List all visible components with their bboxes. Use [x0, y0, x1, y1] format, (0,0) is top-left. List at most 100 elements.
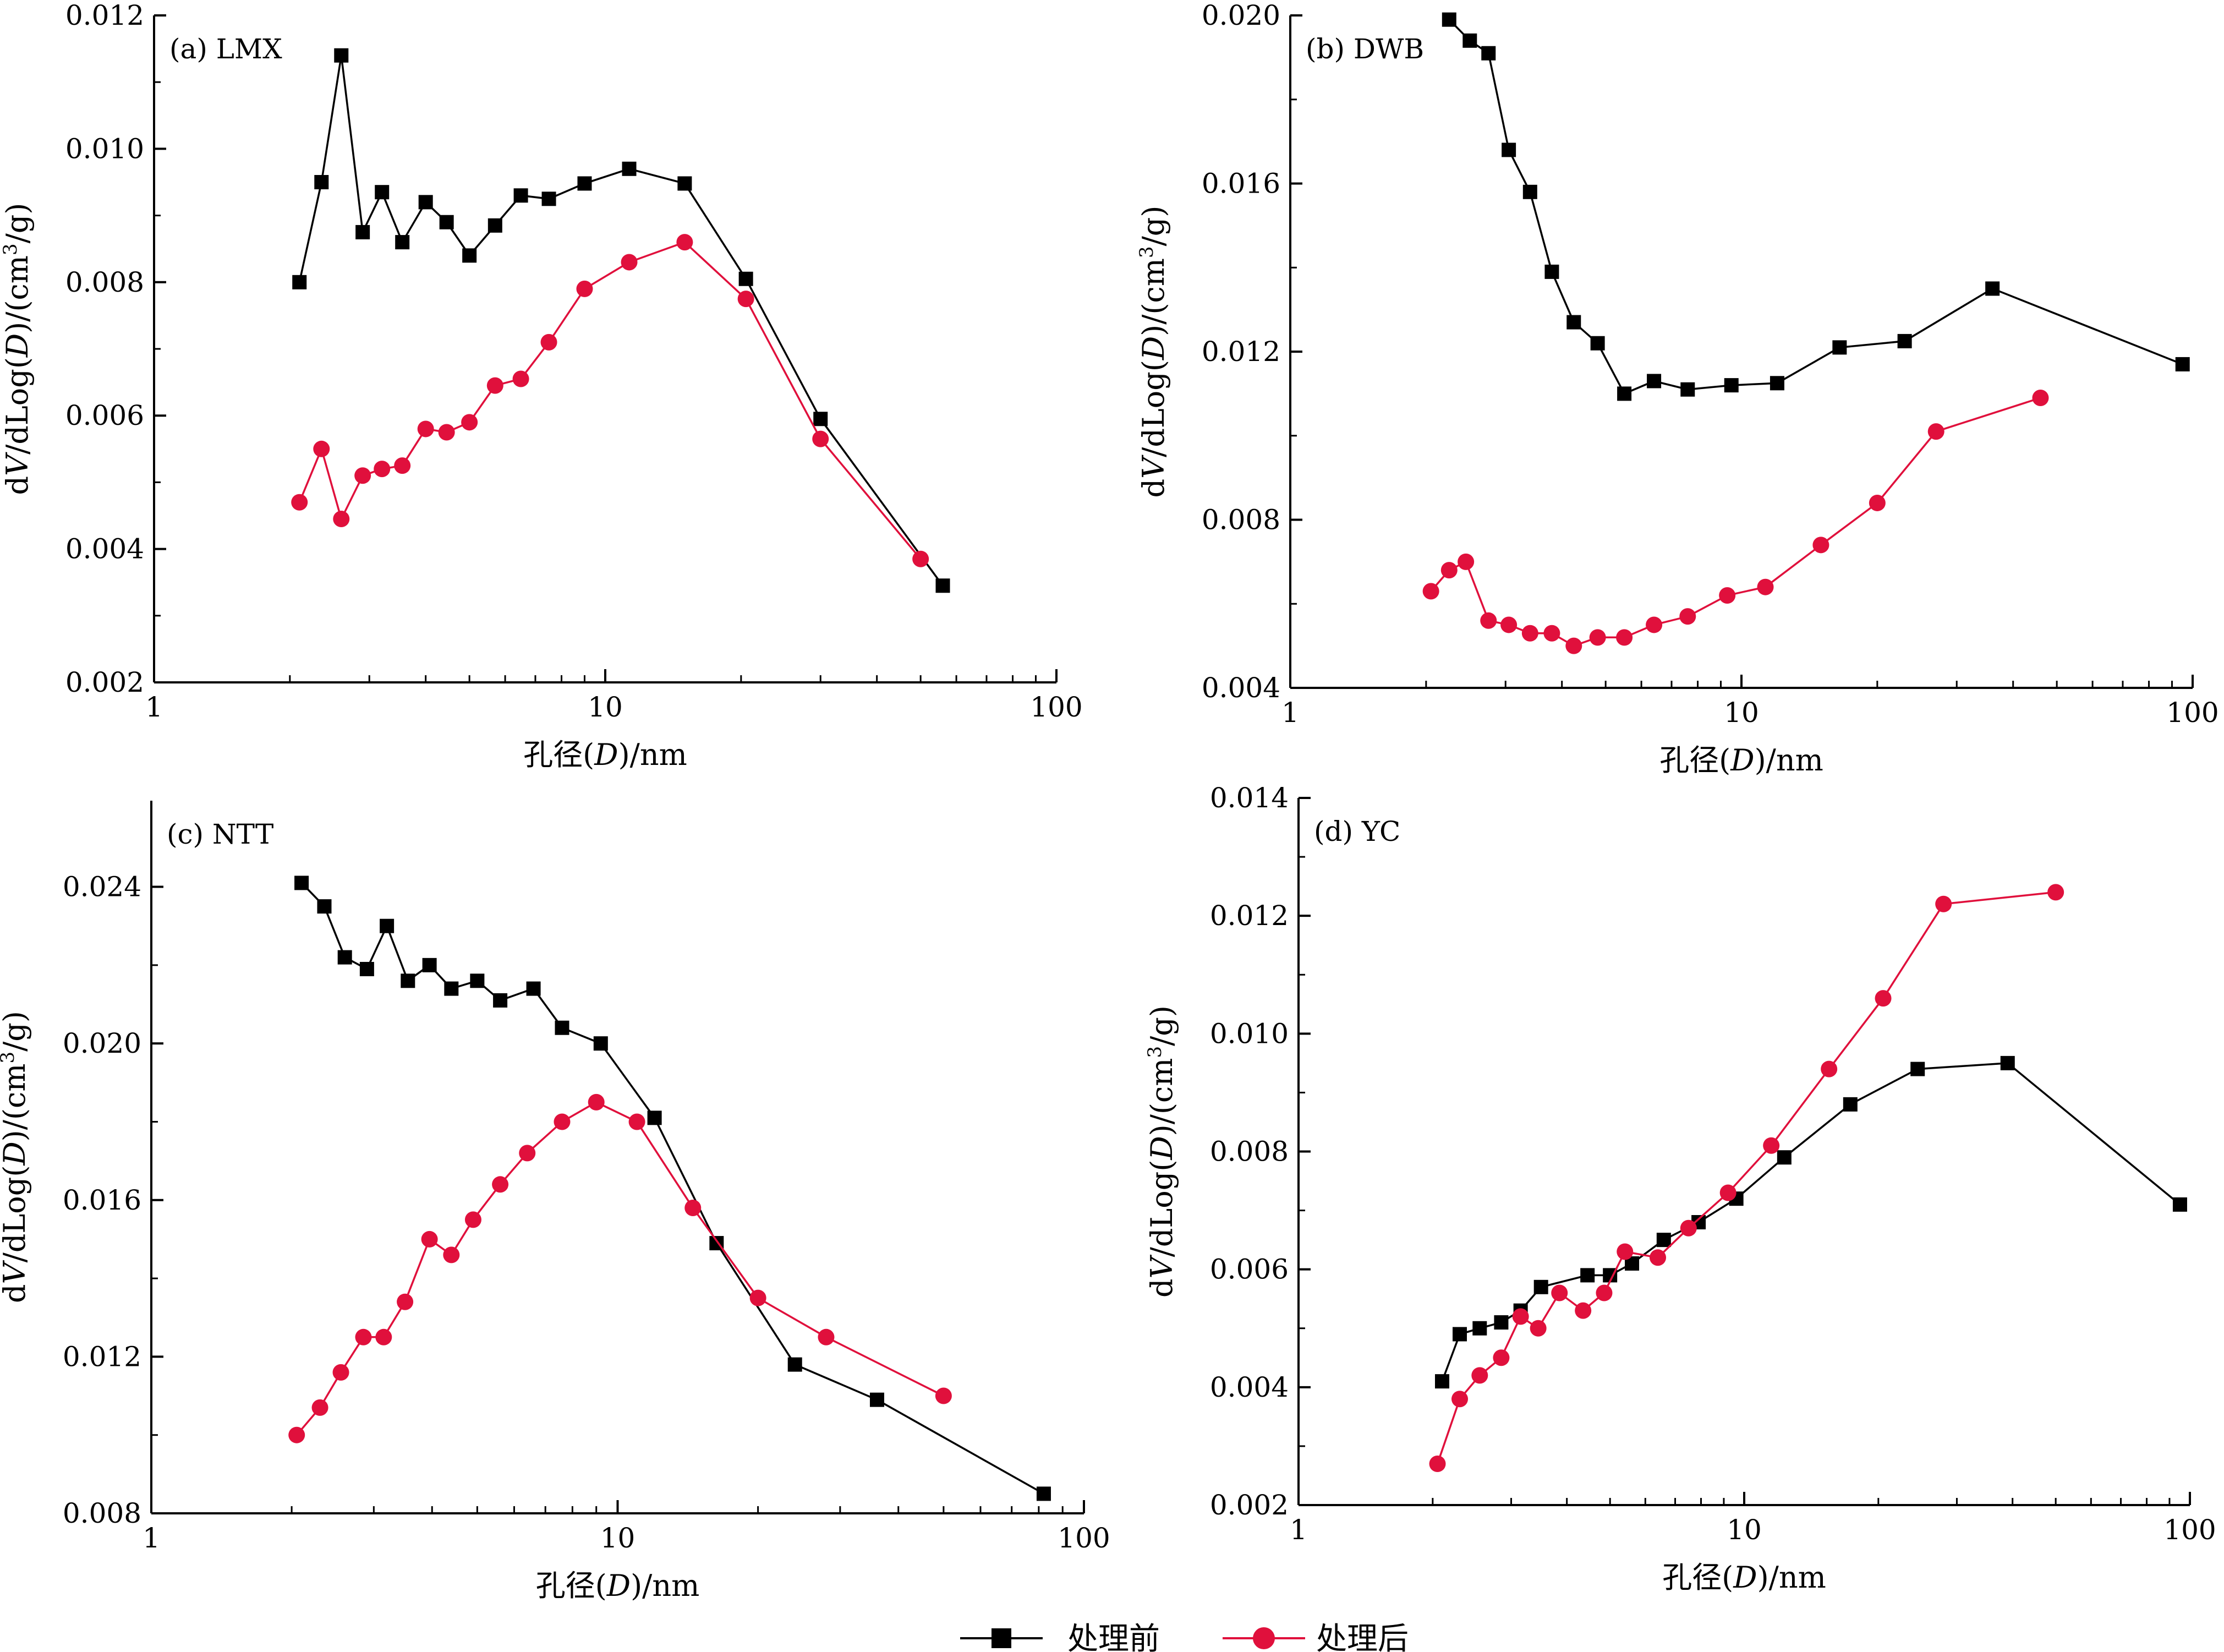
y-tick-label: 0.008 — [1202, 504, 1280, 536]
x-tick-label: 1 — [1290, 1514, 1307, 1546]
data-point — [1500, 616, 1518, 633]
y-tick-label: 0.002 — [1210, 1489, 1289, 1521]
y-tick-label: 0.016 — [1202, 168, 1280, 200]
data-point — [438, 424, 455, 441]
data-point — [1481, 46, 1496, 61]
data-point — [1679, 608, 1696, 625]
data-point — [621, 254, 638, 271]
chart-panel-3: 0.008 0.012 0.016 0.020 0.024 1 10 100 (c) NTT 孔径… — [0, 801, 1110, 1603]
data-point — [313, 440, 330, 457]
data-point — [1580, 1268, 1595, 1283]
data-point — [1462, 33, 1477, 48]
y-tick-label: 0.004 — [65, 533, 144, 565]
data-point — [422, 958, 437, 972]
x-tick-label: 100 — [2166, 697, 2218, 729]
x-axis-title: 孔径(D)/nm — [1659, 743, 1823, 778]
legend-after-marker — [1253, 1627, 1275, 1649]
y-tick-label: 0.012 — [1210, 900, 1289, 932]
data-point — [1566, 315, 1581, 330]
x-tick-label: 10 — [1727, 1514, 1762, 1546]
data-point — [1680, 382, 1695, 397]
y-axis-title: dV/dLog(D)/(cm3/g) — [0, 203, 35, 495]
data-point — [1646, 616, 1663, 633]
data-point — [526, 981, 541, 996]
data-point — [555, 1020, 569, 1035]
legend-before-label: 处理前 — [1067, 1621, 1160, 1652]
y-tick-label: 0.012 — [1202, 336, 1280, 368]
data-point — [1544, 264, 1559, 279]
data-point — [1616, 629, 1633, 646]
data-point — [332, 1364, 349, 1381]
data-point — [1617, 386, 1632, 401]
data-point — [1472, 1321, 1487, 1336]
data-point — [1422, 583, 1439, 600]
data-point — [1843, 1097, 1858, 1112]
data-point — [1719, 587, 1736, 604]
data-point — [1875, 990, 1892, 1007]
data-point — [1452, 1327, 1467, 1342]
data-point — [1770, 376, 1784, 391]
data-point — [513, 188, 528, 203]
data-point — [912, 550, 929, 567]
data-point — [1434, 1374, 1449, 1389]
y-tick-label: 0.008 — [63, 1497, 141, 1529]
data-point — [541, 192, 556, 206]
data-point — [311, 1399, 328, 1416]
data-point — [737, 291, 754, 308]
data-point — [1757, 578, 1774, 595]
x-tick-label: 100 — [1058, 1522, 1110, 1554]
y-tick-label: 0.020 — [1202, 0, 1280, 31]
data-point — [1451, 1391, 1468, 1408]
series-line — [1430, 397, 2041, 647]
series-after — [288, 1093, 952, 1443]
data-point — [787, 1357, 802, 1372]
chart-panels: 0.002 0.004 0.006 0.008 0.010 0.012 1 10 100 (a) … — [0, 0, 2219, 1603]
data-point — [374, 461, 391, 478]
data-point — [1589, 629, 1606, 646]
data-point — [487, 218, 502, 233]
data-point — [1512, 1308, 1529, 1325]
data-point — [1897, 333, 1912, 348]
data-point — [1543, 625, 1560, 642]
data-point — [401, 973, 415, 988]
data-point — [1440, 562, 1458, 579]
data-point — [1777, 1150, 1792, 1165]
chart-panel-1: 0.002 0.004 0.006 0.008 0.010 0.012 1 10 100 (a) … — [0, 0, 1083, 772]
data-point — [354, 467, 371, 484]
data-point — [470, 973, 485, 988]
data-point — [1480, 612, 1497, 629]
data-point — [334, 48, 349, 63]
data-point — [1530, 1320, 1547, 1337]
y-tick-label: 0.016 — [63, 1184, 141, 1216]
panel-label: (d) YC — [1314, 816, 1400, 847]
data-point — [417, 420, 434, 437]
data-point — [1927, 423, 1944, 440]
x-tick-label: 1 — [1281, 697, 1299, 729]
data-point — [869, 1392, 884, 1407]
data-point — [1565, 637, 1582, 654]
data-point — [813, 412, 828, 426]
x-tick-label: 10 — [600, 1522, 636, 1554]
x-tick-label: 100 — [2163, 1514, 2216, 1546]
data-point — [1590, 336, 1605, 351]
y-tick-label: 0.008 — [65, 266, 144, 298]
data-point — [380, 918, 395, 933]
legend: 处理前 处理后 — [960, 1621, 1409, 1652]
data-point — [486, 377, 503, 394]
y-axis-title: dV/dLog(D)/(cm3/g) — [0, 1011, 32, 1303]
data-point — [1442, 12, 1456, 27]
data-point — [812, 430, 829, 447]
data-point — [492, 1176, 509, 1193]
y-tick-label: 0.006 — [65, 400, 144, 431]
data-point — [1910, 1062, 1925, 1076]
y-tick-label: 0.010 — [1210, 1018, 1289, 1049]
data-point — [1494, 1315, 1509, 1330]
y-tick-label: 0.006 — [1210, 1254, 1289, 1286]
y-axis-title: dV/dLog(D)/(cm3/g) — [1136, 206, 1171, 498]
data-point — [333, 511, 350, 528]
data-point — [647, 1111, 662, 1125]
data-point — [1596, 1284, 1613, 1301]
data-point — [1719, 1184, 1737, 1201]
y-tick-label: 0.012 — [65, 0, 144, 31]
data-point — [593, 1036, 608, 1051]
